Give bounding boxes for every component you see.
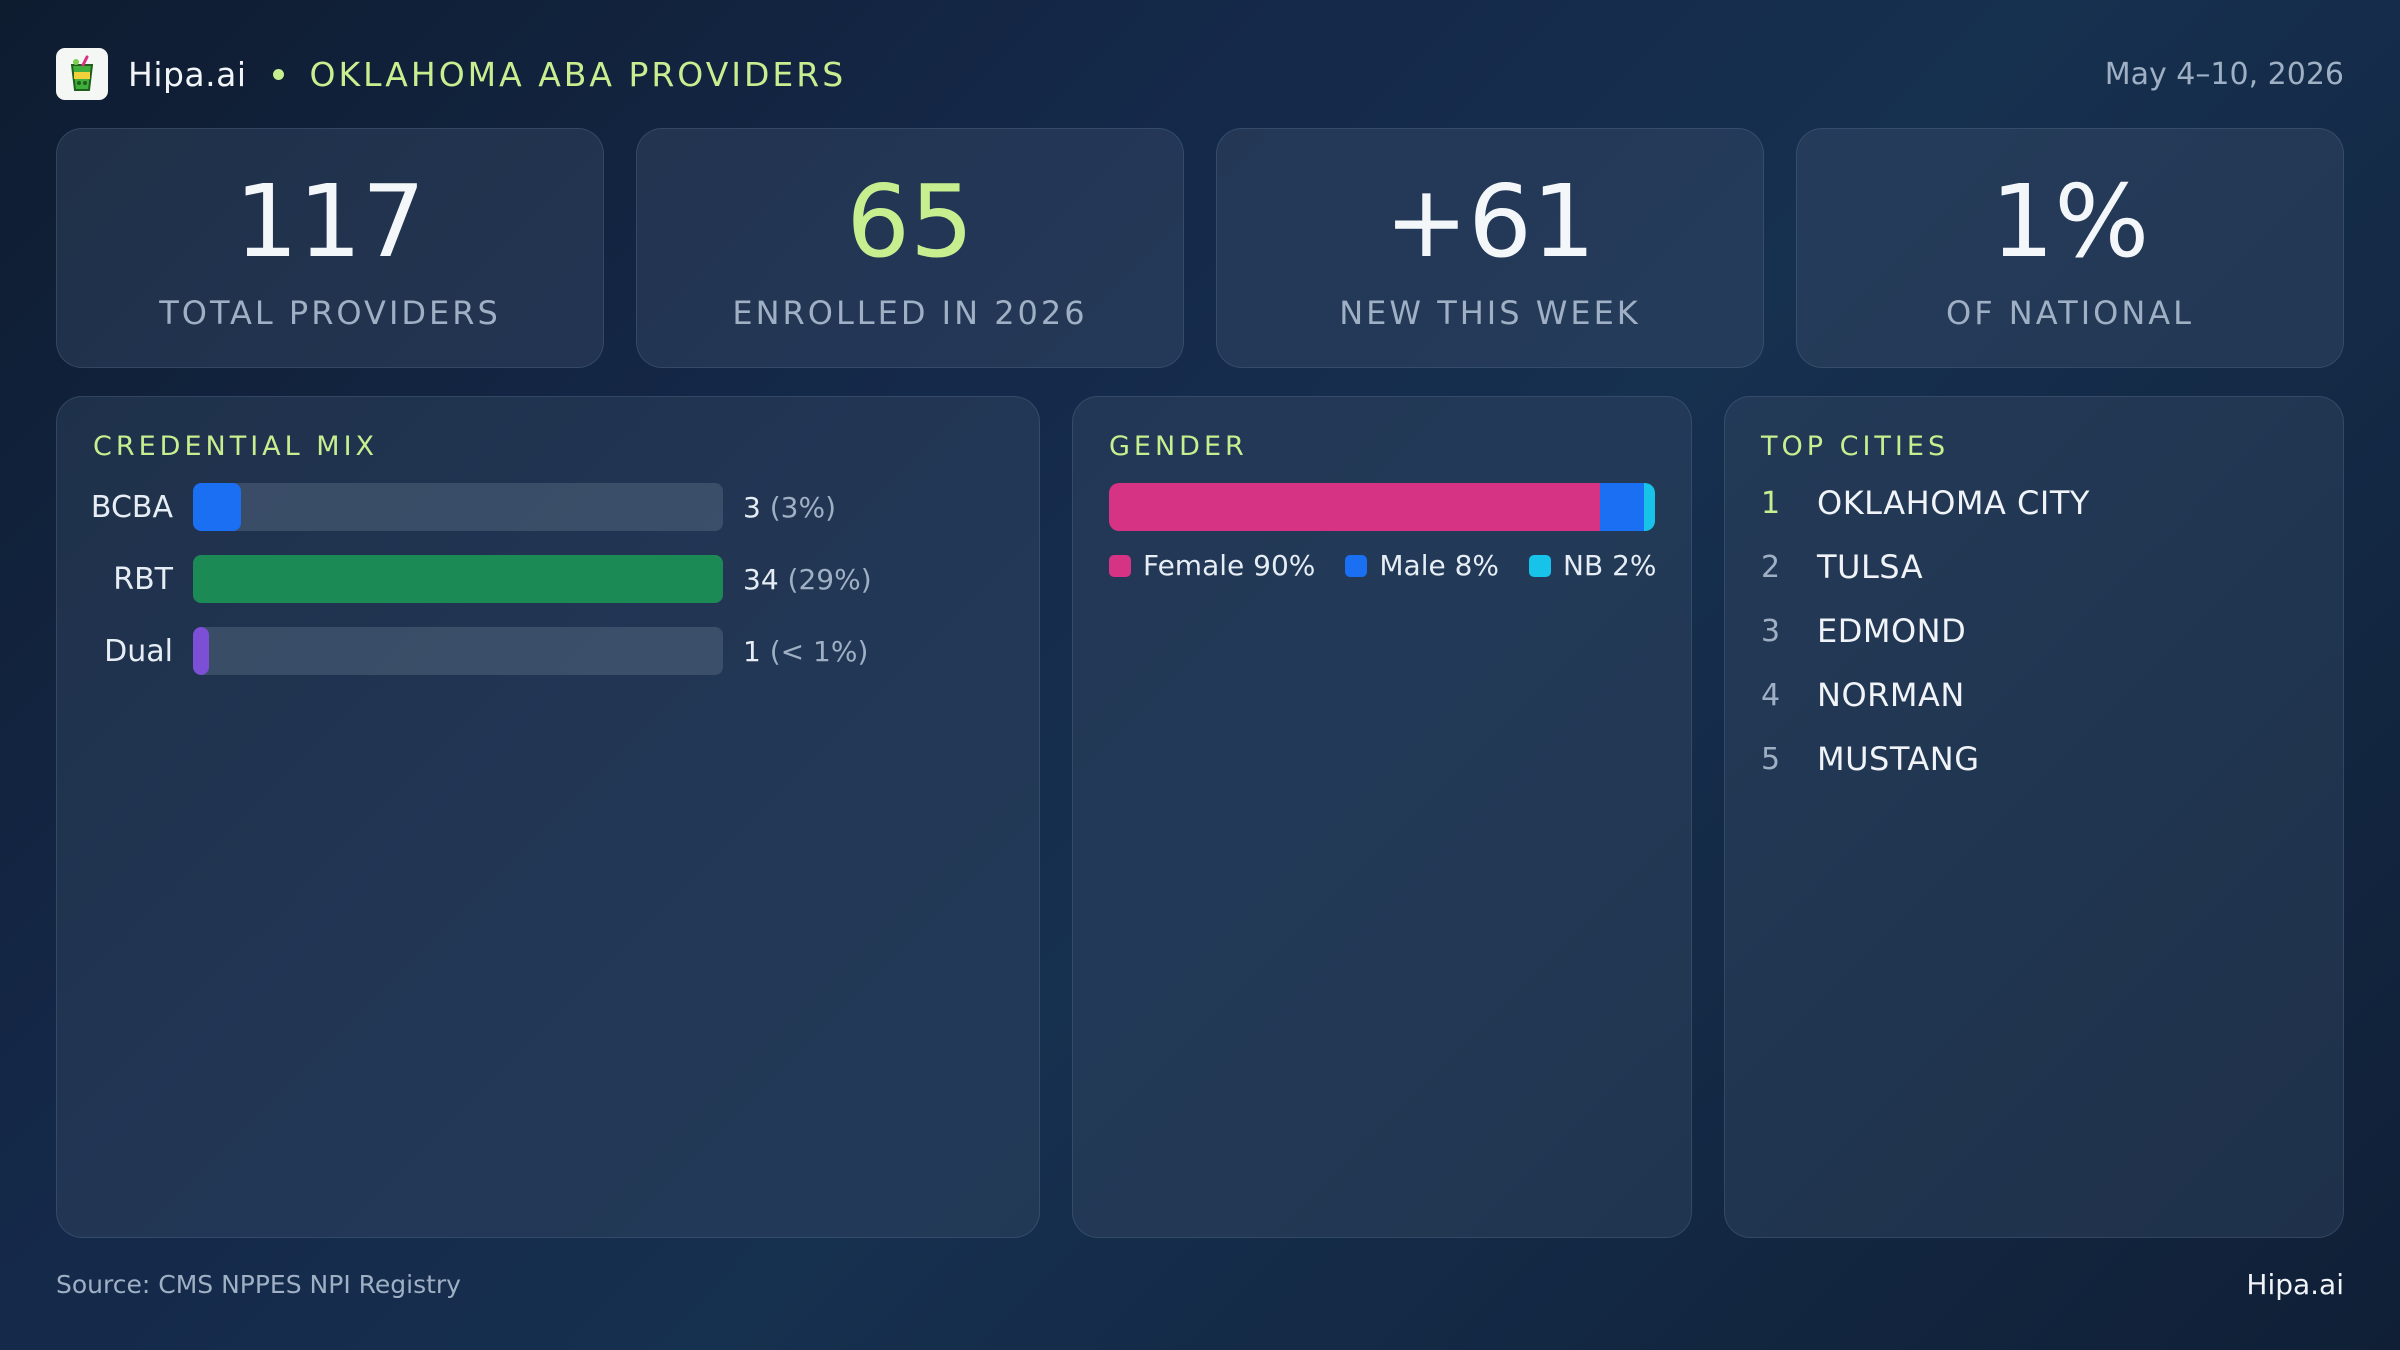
gender-panel: GENDER Female 90% Male 8% NB 2% bbox=[1072, 396, 1692, 1238]
city-name: TULSA bbox=[1817, 548, 1924, 586]
gender-stacked-bar bbox=[1109, 483, 1655, 531]
legend-swatch bbox=[1345, 554, 1368, 577]
kpi-value: +61 bbox=[1384, 163, 1596, 280]
city-rank: 2 bbox=[1761, 549, 1781, 585]
credential-label: Dual bbox=[104, 633, 173, 669]
credential-value: 3 (3%) bbox=[743, 491, 836, 524]
city-item: 1 OKLAHOMA CITY bbox=[1761, 481, 2090, 525]
gender-segment-female bbox=[1109, 483, 1601, 531]
legend-swatch bbox=[1529, 554, 1552, 577]
city-rank: 1 bbox=[1761, 485, 1781, 521]
city-rank: 4 bbox=[1761, 677, 1781, 713]
kpi-label: NEW THIS WEEK bbox=[1339, 294, 1641, 332]
legend-item-male: Male 8% bbox=[1345, 549, 1499, 582]
credential-value: 1 (< 1%) bbox=[743, 635, 868, 668]
kpi-row: 117 TOTAL PROVIDERS 65 ENROLLED IN 2026 … bbox=[56, 128, 2344, 368]
credential-label: BCBA bbox=[90, 489, 173, 525]
legend-item-female: Female 90% bbox=[1109, 549, 1315, 582]
city-name: EDMOND bbox=[1817, 612, 1967, 650]
city-name: NORMAN bbox=[1817, 676, 1965, 714]
credential-count: 1 bbox=[743, 634, 761, 668]
credential-row-bcba: BCBA 3 (3%) bbox=[57, 483, 1039, 531]
city-item: 3 EDMOND bbox=[1761, 609, 1966, 653]
credential-track bbox=[193, 483, 723, 531]
credential-value: 34 (29%) bbox=[743, 563, 872, 596]
panel-title: CREDENTIAL MIX bbox=[93, 431, 379, 462]
kpi-value: 65 bbox=[846, 163, 974, 280]
kpi-of-national: 1% OF NATIONAL bbox=[1796, 128, 2344, 368]
drink-cup-icon bbox=[56, 48, 108, 100]
page-title: OKLAHOMA ABA PROVIDERS bbox=[309, 54, 847, 94]
legend-label: NB 2% bbox=[1563, 549, 1657, 582]
city-rank: 5 bbox=[1761, 741, 1781, 777]
city-item: 5 MUSTANG bbox=[1761, 737, 1980, 781]
top-cities-panel: TOP CITIES 1 OKLAHOMA CITY 2 TULSA 3 EDM… bbox=[1724, 396, 2344, 1238]
credential-track bbox=[193, 627, 723, 675]
credential-row-dual: Dual 1 (< 1%) bbox=[57, 627, 1039, 675]
gender-segment-male bbox=[1600, 483, 1645, 531]
legend-item-nb: NB 2% bbox=[1529, 549, 1657, 582]
kpi-label: TOTAL PROVIDERS bbox=[159, 294, 501, 332]
credential-pct: (29%) bbox=[787, 562, 872, 596]
legend-swatch bbox=[1109, 554, 1131, 577]
kpi-new-this-week: +61 NEW THIS WEEK bbox=[1216, 128, 1764, 368]
gender-legend: Female 90% Male 8% NB 2% bbox=[1109, 549, 1687, 582]
credential-pct: (< 1%) bbox=[769, 634, 869, 668]
panel-title: TOP CITIES bbox=[1761, 431, 1950, 462]
legend-label: Male 8% bbox=[1379, 549, 1500, 582]
date-range: May 4–10, 2026 bbox=[2104, 56, 2344, 92]
source-note: Source: CMS NPPES NPI Registry bbox=[56, 1270, 461, 1299]
kpi-enrolled: 65 ENROLLED IN 2026 bbox=[636, 128, 1184, 368]
kpi-value: 1% bbox=[1990, 163, 2150, 280]
city-name: OKLAHOMA CITY bbox=[1817, 484, 2090, 522]
credential-fill bbox=[193, 483, 241, 531]
legend-label: Female 90% bbox=[1143, 549, 1316, 582]
kpi-label: ENROLLED IN 2026 bbox=[732, 294, 1088, 332]
kpi-value: 117 bbox=[234, 163, 426, 280]
brand-name: Hipa.ai bbox=[128, 54, 247, 94]
footer-brand: Hipa.ai bbox=[2246, 1268, 2344, 1301]
credential-track bbox=[193, 555, 723, 603]
credential-count: 34 bbox=[743, 562, 779, 596]
city-item: 2 TULSA bbox=[1761, 545, 1923, 589]
credential-row-rbt: RBT 34 (29%) bbox=[57, 555, 1039, 603]
gender-segment-nb bbox=[1644, 483, 1655, 531]
kpi-total-providers: 117 TOTAL PROVIDERS bbox=[56, 128, 604, 368]
separator-dot bbox=[272, 68, 284, 80]
credential-label: RBT bbox=[113, 561, 173, 597]
header: Hipa.ai OKLAHOMA ABA PROVIDERS May 4–10,… bbox=[56, 46, 2344, 102]
credential-count: 3 bbox=[743, 490, 761, 524]
credential-mix-panel: CREDENTIAL MIX BCBA 3 (3%) RBT 34 (29%) … bbox=[56, 396, 1040, 1238]
city-name: MUSTANG bbox=[1817, 740, 1980, 778]
credential-fill bbox=[193, 627, 209, 675]
panel-title: GENDER bbox=[1109, 431, 1248, 462]
city-item: 4 NORMAN bbox=[1761, 673, 1965, 717]
city-rank: 3 bbox=[1761, 613, 1781, 649]
kpi-label: OF NATIONAL bbox=[1946, 294, 2194, 332]
credential-fill bbox=[193, 555, 723, 603]
credential-pct: (3%) bbox=[769, 490, 837, 524]
